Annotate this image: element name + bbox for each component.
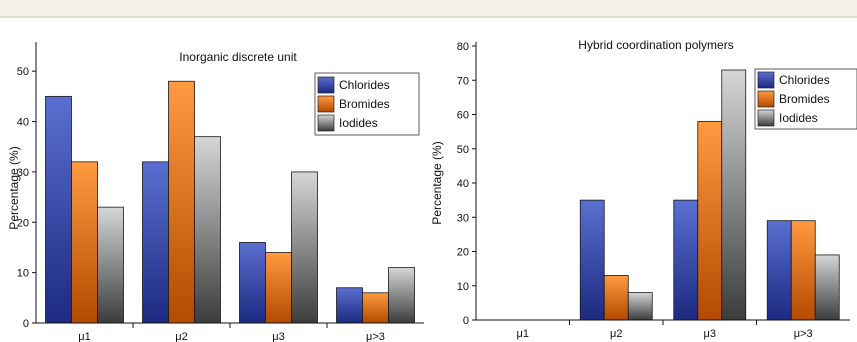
x-tick-label-mu1: μ1 — [517, 328, 529, 340]
y-tick-label: 0 — [23, 318, 29, 330]
y-tick-label: 70 — [457, 75, 469, 87]
bar-bromides-mu2 — [168, 80, 195, 324]
bar-iodides-mu3 — [291, 171, 318, 324]
legend-swatch-chlorides — [317, 76, 335, 94]
bar-bromides-mu3 — [265, 252, 292, 324]
bar-bromides-mugt3 — [790, 220, 816, 321]
x-tick-label-mu3: μ3 — [272, 331, 284, 342]
legend-label-bromides: Bromides — [339, 97, 390, 111]
x-tick-label-mugt3: μ>3 — [366, 331, 385, 342]
bar-iodides-mu2 — [194, 136, 221, 324]
x-tick-label-mu1: μ1 — [78, 331, 90, 342]
bar-iodides-mugt3 — [814, 254, 840, 321]
y-tick-label: 30 — [457, 212, 469, 224]
bar-chlorides-mu2 — [142, 161, 169, 324]
bar-iodides-mu2 — [627, 292, 653, 321]
y-axis-label-left: Percentage (%) — [7, 146, 21, 229]
y-tick-label: 20 — [457, 247, 469, 259]
x-tick-label-mu2: μ2 — [175, 331, 187, 342]
x-tick-label-mu2: μ2 — [610, 328, 622, 340]
y-tick-label: 10 — [17, 268, 29, 280]
y-tick-label: 50 — [457, 144, 469, 156]
bar-chlorides-mugt3 — [336, 287, 363, 324]
bar-bromides-mu3 — [697, 120, 723, 321]
y-tick-label: 40 — [17, 117, 29, 129]
legend-label-chlorides: Chlorides — [779, 73, 830, 87]
y-tick-label: 30 — [17, 167, 29, 179]
bar-bromides-mugt3 — [362, 292, 389, 324]
legend-swatch-bromides — [317, 95, 335, 113]
y-tick-label: 10 — [457, 281, 469, 293]
bar-chlorides-mu2 — [579, 199, 605, 321]
x-tick-label-mu3: μ3 — [704, 328, 716, 340]
legend-label-iodides: Iodides — [779, 111, 818, 125]
y-tick-label: 40 — [457, 178, 469, 190]
x-tick-label-mugt3: μ>3 — [794, 328, 813, 340]
chart-title-left: Inorganic discrete unit — [179, 50, 297, 64]
y-tick-label: 50 — [17, 66, 29, 78]
bar-iodides-mu1 — [97, 206, 124, 324]
legend-label-iodides: Iodides — [339, 116, 378, 130]
bar-chlorides-mu3 — [239, 242, 266, 324]
legend-swatch-iodides — [317, 114, 335, 132]
legend-label-bromides: Bromides — [779, 92, 830, 106]
bar-bromides-mu2 — [603, 275, 629, 321]
bar-chlorides-mu1 — [45, 95, 72, 324]
y-tick-label: 20 — [17, 217, 29, 229]
chart-hybrid: Hybrid coordination polymers Percentage … — [430, 38, 857, 340]
top-divider — [0, 16, 857, 18]
legend-swatch-bromides — [757, 90, 775, 108]
top-banner — [0, 0, 857, 16]
legend-swatch-chlorides — [757, 71, 775, 89]
bar-iodides-mugt3 — [388, 267, 415, 324]
legend-swatch-iodides — [757, 109, 775, 127]
bar-chlorides-mugt3 — [766, 220, 792, 321]
chart-title-right: Hybrid coordination polymers — [578, 38, 733, 52]
y-axis-label-right: Percentage (%) — [430, 141, 444, 224]
legend-label-chlorides: Chlorides — [339, 78, 390, 92]
y-tick-label: 80 — [457, 41, 469, 53]
bar-chlorides-mu3 — [673, 199, 699, 321]
bar-iodides-mu3 — [721, 69, 747, 321]
y-tick-label: 60 — [457, 110, 469, 122]
y-tick-label: 0 — [463, 315, 469, 327]
bar-bromides-mu1 — [71, 161, 98, 324]
chart-inorganic: Inorganic discrete unit Percentage (%) 0… — [7, 42, 424, 342]
